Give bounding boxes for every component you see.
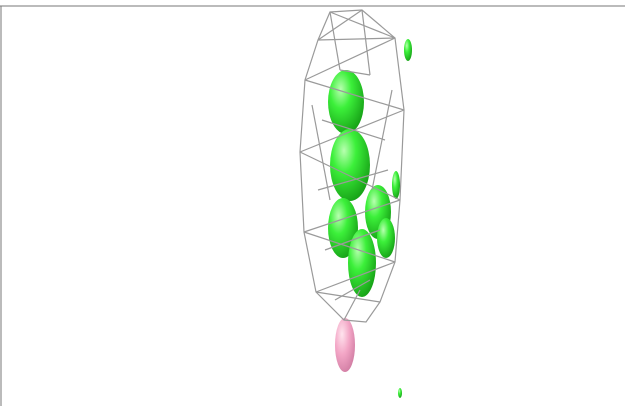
- green-atom: [377, 218, 395, 258]
- cage-edge: [303, 231, 396, 263]
- green-atom: [330, 129, 370, 201]
- cage-edge: [315, 291, 381, 303]
- cage-edge: [329, 11, 396, 39]
- cage-edge: [324, 229, 381, 251]
- cage-edge: [339, 69, 371, 76]
- cage-edge: [317, 37, 396, 41]
- cage-edge: [315, 261, 396, 293]
- cage-edge: [317, 9, 363, 41]
- wireframe-cage: [299, 9, 405, 323]
- green-fragment: [404, 39, 412, 61]
- cage-edge: [311, 104, 331, 201]
- green-atoms: [328, 39, 412, 398]
- cage-edge: [299, 151, 401, 201]
- cage-edge: [334, 279, 371, 301]
- cage-edge: [304, 79, 405, 111]
- cage-outline: [299, 9, 405, 323]
- green-atom: [348, 229, 376, 297]
- green-atom: [392, 171, 400, 199]
- cage-edge: [321, 119, 386, 141]
- cage-edge: [329, 11, 341, 71]
- cage-edge: [343, 289, 361, 321]
- cage-edge: [304, 37, 396, 81]
- green-fragment: [398, 388, 402, 398]
- pink-atom: [335, 318, 355, 372]
- cage-edge: [361, 9, 371, 76]
- cage-edge: [317, 169, 389, 191]
- cage-edge: [303, 199, 401, 233]
- green-atom: [328, 70, 364, 134]
- cage-edge: [371, 89, 393, 191]
